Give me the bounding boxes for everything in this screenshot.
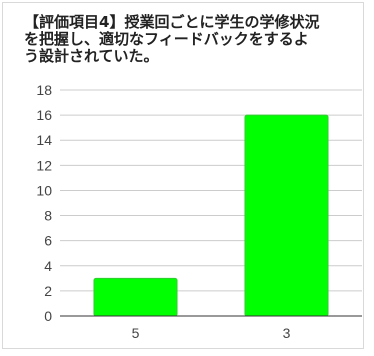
x-tick-label: 5: [132, 325, 140, 341]
y-tick-label: 14: [36, 132, 52, 148]
y-tick-label: 18: [36, 82, 52, 98]
y-tick-label: 0: [44, 308, 52, 324]
y-tick-label: 12: [36, 157, 52, 173]
y-tick-label: 16: [36, 107, 52, 123]
y-tick-label: 6: [44, 233, 52, 249]
x-tick-label: 3: [283, 325, 291, 341]
y-tick-label: 4: [44, 258, 52, 274]
y-tick-label: 10: [36, 182, 52, 198]
y-tick-label: 8: [44, 208, 52, 224]
bar-3: [244, 114, 329, 317]
chart-title: 【評価項目4】授業回ごとに学生の学修状況 を把握し、適切なフィードバックをするよ…: [24, 13, 320, 65]
bar-5: [93, 277, 178, 317]
y-tick-label: 2: [44, 283, 52, 299]
